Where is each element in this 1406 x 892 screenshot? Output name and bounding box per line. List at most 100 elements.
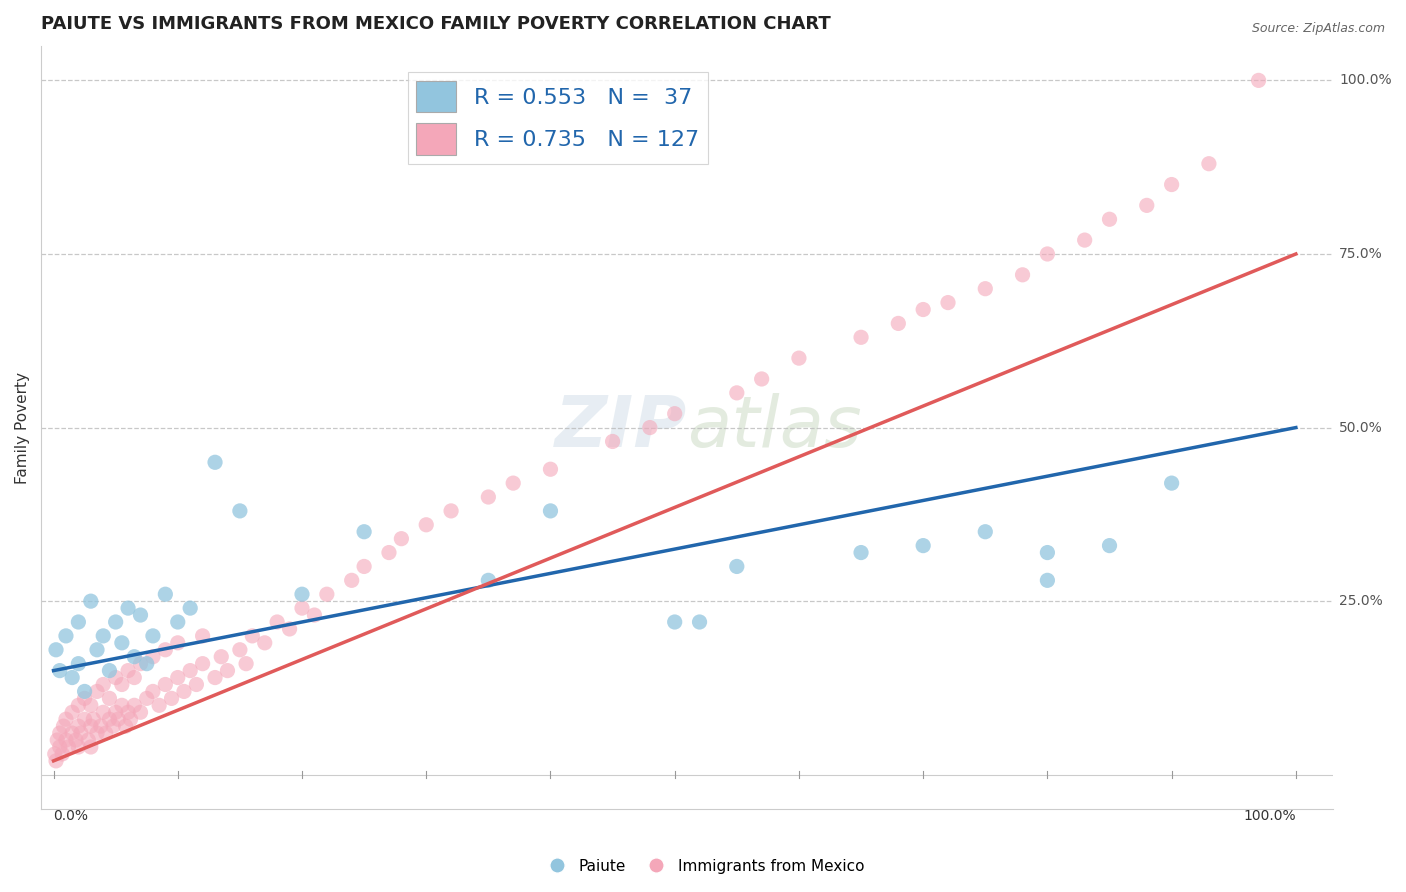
Point — [315, 587, 337, 601]
Point — [120, 712, 142, 726]
Point — [73, 712, 96, 726]
Y-axis label: Family Poverty: Family Poverty — [15, 372, 30, 483]
Point — [117, 664, 139, 678]
Point — [440, 504, 463, 518]
Text: PAIUTE VS IMMIGRANTS FROM MEXICO FAMILY POVERTY CORRELATION CHART: PAIUTE VS IMMIGRANTS FROM MEXICO FAMILY … — [41, 15, 831, 33]
Point — [540, 462, 562, 476]
Point — [111, 636, 134, 650]
Point — [46, 733, 69, 747]
Point — [90, 719, 112, 733]
Text: atlas: atlas — [688, 393, 862, 462]
Point — [664, 407, 686, 421]
Point — [1036, 574, 1059, 588]
Point — [235, 657, 257, 671]
Point — [912, 302, 935, 317]
Point — [129, 608, 152, 623]
Point — [48, 664, 70, 678]
Legend: Paiute, Immigrants from Mexico: Paiute, Immigrants from Mexico — [536, 853, 870, 880]
Point — [1136, 198, 1159, 212]
Point — [67, 698, 90, 713]
Text: 0.0%: 0.0% — [53, 809, 89, 823]
Point — [974, 282, 997, 296]
Point — [849, 330, 872, 344]
Point — [229, 504, 252, 518]
Point — [77, 733, 100, 747]
Point — [1160, 476, 1182, 491]
Point — [117, 706, 139, 720]
Point — [124, 649, 146, 664]
Point — [204, 671, 226, 685]
Point — [80, 719, 103, 733]
Point — [179, 664, 201, 678]
Point — [104, 671, 127, 685]
Point — [1036, 247, 1059, 261]
Point — [253, 636, 276, 650]
Point — [148, 698, 170, 713]
Point — [638, 420, 661, 434]
Point — [80, 739, 103, 754]
Point — [60, 726, 83, 740]
Point — [204, 455, 226, 469]
Point — [65, 733, 87, 747]
Point — [477, 574, 499, 588]
Point — [104, 615, 127, 629]
Point — [73, 691, 96, 706]
Point — [389, 532, 412, 546]
Point — [44, 747, 66, 761]
Point — [55, 629, 77, 643]
Point — [60, 671, 83, 685]
Point — [602, 434, 624, 449]
Point — [1160, 178, 1182, 192]
Point — [94, 726, 117, 740]
Point — [86, 684, 108, 698]
Point — [142, 649, 165, 664]
Point — [86, 642, 108, 657]
Text: ZIP: ZIP — [555, 393, 688, 462]
Point — [166, 671, 188, 685]
Point — [166, 636, 188, 650]
Point — [52, 719, 75, 733]
Point — [67, 719, 90, 733]
Point — [80, 698, 103, 713]
Point — [378, 545, 401, 559]
Point — [135, 657, 157, 671]
Point — [104, 706, 127, 720]
Point — [229, 642, 252, 657]
Point — [111, 698, 134, 713]
Point — [191, 657, 214, 671]
Point — [689, 615, 711, 629]
Point — [725, 559, 748, 574]
Text: 25.0%: 25.0% — [1340, 594, 1384, 608]
Point — [209, 649, 232, 664]
Point — [1098, 539, 1121, 553]
Point — [135, 691, 157, 706]
Point — [304, 608, 326, 623]
Point — [266, 615, 288, 629]
Point — [80, 594, 103, 608]
Point — [73, 684, 96, 698]
Point — [353, 524, 375, 539]
Point — [58, 739, 80, 754]
Point — [67, 739, 90, 754]
Point — [155, 677, 177, 691]
Point — [477, 490, 499, 504]
Point — [45, 642, 67, 657]
Point — [353, 559, 375, 574]
Point — [98, 691, 121, 706]
Point — [1036, 545, 1059, 559]
Point — [60, 706, 83, 720]
Point — [86, 726, 108, 740]
Point — [415, 517, 437, 532]
Point — [111, 677, 134, 691]
Point — [98, 664, 121, 678]
Point — [849, 545, 872, 559]
Point — [142, 684, 165, 698]
Point — [55, 733, 77, 747]
Point — [186, 677, 208, 691]
Point — [340, 574, 363, 588]
Point — [114, 719, 136, 733]
Point — [91, 706, 114, 720]
Point — [45, 754, 67, 768]
Point — [129, 706, 152, 720]
Point — [291, 601, 314, 615]
